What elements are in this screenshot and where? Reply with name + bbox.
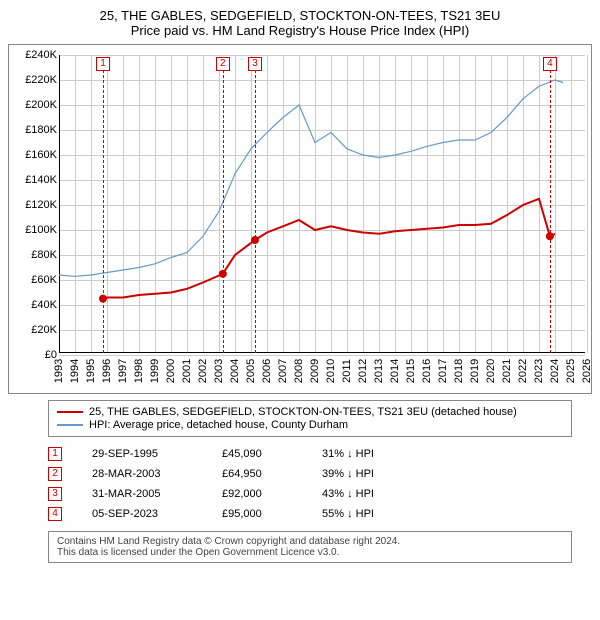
xtick-label: 2003	[213, 359, 225, 383]
xtick-label: 2018	[453, 359, 465, 383]
xtick-label: 2019	[469, 359, 481, 383]
gridline-v	[587, 55, 588, 353]
ytick-label: £140K	[9, 174, 57, 186]
event-marker-3: 3	[248, 57, 262, 71]
xtick-label: 1997	[117, 359, 129, 383]
xtick-label: 2004	[229, 359, 241, 383]
ytick-label: £100K	[9, 224, 57, 236]
ytick-label: £160K	[9, 149, 57, 161]
xtick-label: 2006	[261, 359, 273, 383]
event-price: £92,000	[222, 488, 292, 500]
event-marker-1: 1	[96, 57, 110, 71]
event-vline	[255, 70, 256, 353]
xtick-label: 2014	[389, 359, 401, 383]
xtick-label: 1995	[85, 359, 97, 383]
event-row: 3 31-MAR-2005 £92,000 43% ↓ HPI	[48, 487, 572, 501]
legend: 25, THE GABLES, SEDGEFIELD, STOCKTON-ON-…	[48, 400, 572, 437]
xtick-label: 1996	[101, 359, 113, 383]
xtick-label: 2007	[277, 359, 289, 383]
event-pct: 31% ↓ HPI	[322, 448, 422, 460]
legend-swatch-blue	[57, 424, 83, 426]
ytick-label: £120K	[9, 199, 57, 211]
event-date: 05-SEP-2023	[92, 508, 192, 520]
event-marker-2: 2	[216, 57, 230, 71]
ytick-label: £60K	[9, 274, 57, 286]
xtick-label: 2017	[437, 359, 449, 383]
event-price: £45,090	[222, 448, 292, 460]
event-vline	[550, 70, 551, 353]
xtick-label: 1994	[69, 359, 81, 383]
footer-line1: Contains HM Land Registry data © Crown c…	[57, 536, 563, 547]
ytick-label: £20K	[9, 324, 57, 336]
series-property	[103, 199, 555, 299]
xtick-label: 2025	[565, 359, 577, 383]
event-row: 2 28-MAR-2003 £64,950 39% ↓ HPI	[48, 467, 572, 481]
event-price: £95,000	[222, 508, 292, 520]
xtick-label: 2009	[309, 359, 321, 383]
xtick-label: 2000	[165, 359, 177, 383]
xtick-label: 2020	[485, 359, 497, 383]
xtick-label: 2013	[373, 359, 385, 383]
legend-swatch-red	[57, 411, 83, 413]
xtick-label: 2008	[293, 359, 305, 383]
chart-title: 25, THE GABLES, SEDGEFIELD, STOCKTON-ON-…	[8, 8, 592, 38]
xtick-label: 2010	[325, 359, 337, 383]
chart-area: £0 £20K £40K £60K £80K £100K £120K £140K £160K £1…	[8, 44, 592, 394]
footer: Contains HM Land Registry data © Crown c…	[48, 531, 572, 563]
xtick-label: 1999	[149, 359, 161, 383]
event-row-marker: 2	[48, 467, 62, 481]
xtick-label: 2002	[197, 359, 209, 383]
legend-item-property: 25, THE GABLES, SEDGEFIELD, STOCKTON-ON-…	[57, 406, 563, 418]
event-date: 28-MAR-2003	[92, 468, 192, 480]
event-row: 4 05-SEP-2023 £95,000 55% ↓ HPI	[48, 507, 572, 521]
ytick-label: £240K	[9, 49, 57, 61]
event-date: 29-SEP-1995	[92, 448, 192, 460]
event-date: 31-MAR-2005	[92, 488, 192, 500]
event-pct: 43% ↓ HPI	[322, 488, 422, 500]
ytick-label: £80K	[9, 249, 57, 261]
event-vline	[103, 70, 104, 353]
title-subtitle: Price paid vs. HM Land Registry's House …	[8, 23, 592, 38]
gridline-h	[59, 355, 585, 356]
event-vline	[223, 70, 224, 353]
xtick-label: 2022	[517, 359, 529, 383]
xtick-label: 2016	[421, 359, 433, 383]
xtick-label: 1998	[133, 359, 145, 383]
legend-item-hpi: HPI: Average price, detached house, Coun…	[57, 419, 563, 431]
series-hpi	[59, 80, 563, 276]
xtick-label: 2023	[533, 359, 545, 383]
event-table: 1 29-SEP-1995 £45,090 31% ↓ HPI 2 28-MAR-2003…	[48, 447, 572, 521]
legend-label-property: 25, THE GABLES, SEDGEFIELD, STOCKTON-ON-…	[89, 406, 517, 418]
xtick-label: 2021	[501, 359, 513, 383]
xtick-label: 2026	[581, 359, 593, 383]
event-price: £64,950	[222, 468, 292, 480]
ytick-label: £200K	[9, 99, 57, 111]
xtick-label: 2011	[341, 359, 353, 383]
ytick-label: £0	[9, 349, 57, 361]
event-row-marker: 1	[48, 447, 62, 461]
xtick-label: 2005	[245, 359, 257, 383]
title-address: 25, THE GABLES, SEDGEFIELD, STOCKTON-ON-…	[8, 8, 592, 23]
event-marker-4: 4	[543, 57, 557, 71]
xtick-label: 2024	[549, 359, 561, 383]
xtick-label: 2001	[181, 359, 193, 383]
event-row-marker: 3	[48, 487, 62, 501]
event-pct: 39% ↓ HPI	[322, 468, 422, 480]
xtick-label: 1993	[53, 359, 65, 383]
ytick-label: £40K	[9, 299, 57, 311]
event-row: 1 29-SEP-1995 £45,090 31% ↓ HPI	[48, 447, 572, 461]
xtick-label: 2015	[405, 359, 417, 383]
event-pct: 55% ↓ HPI	[322, 508, 422, 520]
plot-lines	[59, 55, 587, 355]
ytick-label: £220K	[9, 74, 57, 86]
event-row-marker: 4	[48, 507, 62, 521]
ytick-label: £180K	[9, 124, 57, 136]
legend-label-hpi: HPI: Average price, detached house, Coun…	[89, 419, 348, 431]
xtick-label: 2012	[357, 359, 369, 383]
footer-line2: This data is licensed under the Open Gov…	[57, 547, 563, 558]
